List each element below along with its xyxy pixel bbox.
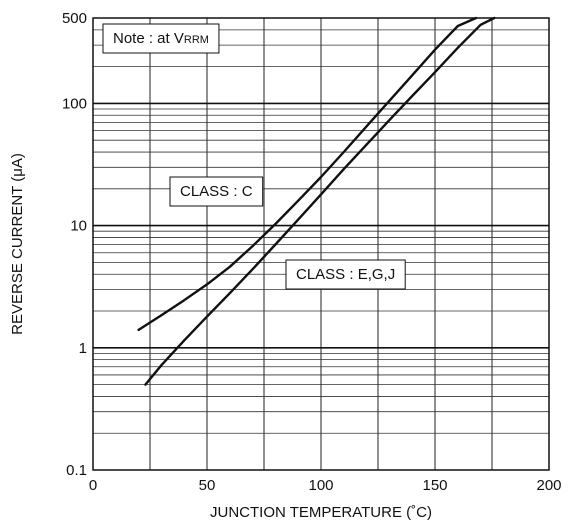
y-tick-label: 1: [79, 340, 87, 357]
x-tick-label: 200: [536, 477, 561, 494]
series-line-class-c: [137, 16, 478, 332]
x-tick-label: 50: [199, 477, 216, 494]
x-tick-label: 0: [89, 477, 97, 494]
y-axis-title: REVERSE CURRENT (μA): [9, 153, 26, 335]
y-tick-label: 10: [70, 218, 87, 235]
class-egj-label: CLASS : E,G,J: [285, 259, 406, 290]
note-subscript: RRM: [184, 34, 209, 46]
minor-gridlines: [93, 18, 549, 470]
major-gridlines: [93, 102, 549, 349]
x-tick-label: 150: [422, 477, 447, 494]
class-egj-box: [285, 259, 406, 290]
x-tick-label: 100: [308, 477, 333, 494]
class-c-box: [169, 176, 264, 207]
note-prefix: Note : at V: [113, 30, 184, 47]
x-axis-title: JUNCTION TEMPERATURE (˚C): [210, 504, 432, 521]
y-tick-label: 0.1: [66, 462, 87, 479]
note-box: [102, 23, 220, 54]
note-annotation: Note : at VRRM: [102, 23, 220, 54]
series-line-class-egj: [144, 16, 496, 386]
plot-frame: [92, 17, 550, 471]
y-tick-label: 100: [62, 95, 87, 112]
x-axis-tick-labels: 0 50 100 150 200: [89, 477, 562, 494]
note-text: Note : at VRRM: [113, 30, 209, 47]
series-lines: [137, 16, 496, 386]
y-tick-label: 500: [62, 10, 87, 27]
class-c-text: CLASS : C: [180, 183, 253, 200]
y-axis-tick-labels: 0.1 1 10 100 500: [62, 10, 87, 479]
class-c-label: CLASS : C: [169, 176, 264, 207]
class-egj-text: CLASS : E,G,J: [296, 266, 395, 283]
